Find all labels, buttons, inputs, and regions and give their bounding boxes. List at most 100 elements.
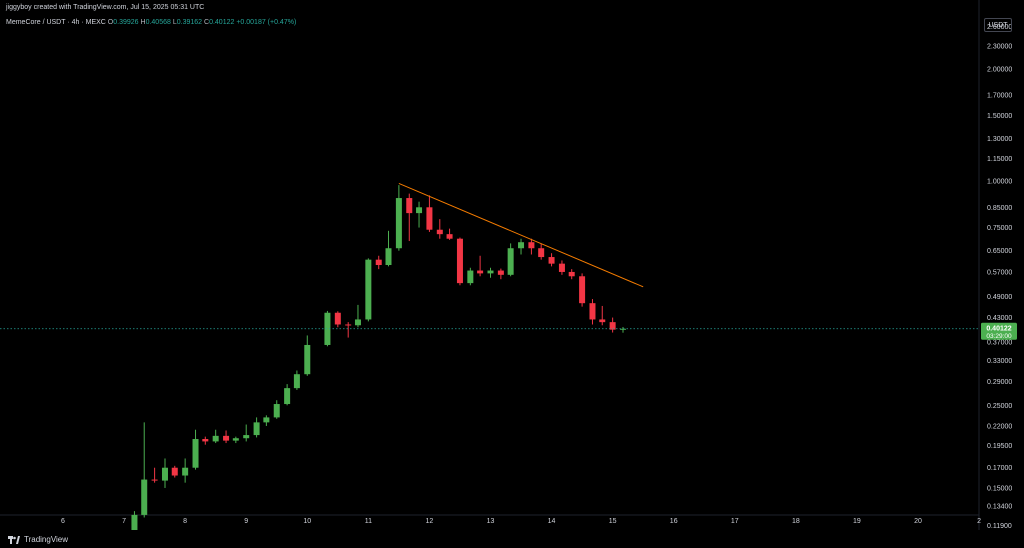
candle-body [507,248,514,275]
candle-down [599,305,606,326]
time-tick-label: 2 [977,518,981,525]
candle-down [406,193,413,242]
candle-body [354,319,361,326]
candle-body [151,479,158,481]
candle-body [416,207,423,214]
candle-body [375,259,382,266]
price-tick-label: 0.25000 [987,403,1012,410]
candle-up [284,384,291,406]
symbol-name[interactable]: MemeCore / USDT · 4h · MEXC [6,19,106,26]
candle-down [497,268,504,280]
time-tick-label: 9 [244,518,248,525]
footer: TradingView [0,530,1024,548]
candle-body [232,438,239,441]
candle-body [568,271,575,277]
candle-up [365,258,372,322]
candle-down [436,219,443,239]
price-tick-label: 1.15000 [987,156,1012,163]
candle-up [354,304,361,328]
time-tick-label: 15 [609,518,617,525]
time-tick-label: 12 [426,518,434,525]
price-tag-countdown: 03:29:00 [986,333,1012,340]
candle-body [599,319,606,323]
high-value: 0.40568 [145,19,171,26]
candle-body [477,270,484,274]
price-tick-label: 0.43000 [987,315,1012,322]
candle-up [324,310,331,347]
price-tick-label: 0.65000 [987,248,1012,255]
candle-body [223,435,230,441]
tradingview-logo-icon [8,535,20,544]
candle-body [579,276,586,304]
candle-up [416,201,423,228]
candle-body [273,404,280,418]
candle-down [477,255,484,277]
currency-button[interactable]: USDT [984,18,1012,32]
candle-down [426,195,433,232]
candle-body [548,257,555,264]
candle-up [243,424,250,442]
price-axis[interactable]: 2.60000 2.30000 2.00000 1.70000 1.50000 1.300… [987,24,1012,530]
candle-body [467,270,474,284]
tradingview-logo[interactable]: TradingView [8,535,68,544]
candle-body [192,439,199,468]
candle-body [293,374,300,389]
candle-down [202,436,209,445]
candle-down [538,243,545,260]
candle-body [365,259,372,320]
candle-body [528,242,535,249]
candle-up [507,243,514,277]
candle-down [171,465,178,478]
price-tick-label: 0.19500 [987,443,1012,450]
price-tick-label: 0.37000 [987,339,1012,346]
symbol-legend: MemeCore / USDT · 4h · MEXC O0.39926 H0.… [6,19,296,26]
candle-body [487,270,494,274]
change-value: +0.00187 (+0.47%) [236,19,297,26]
time-tick-label: 7 [122,518,126,525]
candle-body [304,344,311,375]
candle-body [395,198,402,249]
candle-up [620,326,627,333]
candle-body [141,479,148,515]
time-tick-label: 14 [548,518,556,525]
open-label: O [107,19,114,26]
candle-down [558,260,565,275]
candle-up [467,267,474,286]
candle-down [568,269,575,280]
high-label: H [140,19,146,26]
price-tick-label: 1.70000 [987,93,1012,100]
time-axis[interactable]: 6 7 8 9 10 11 12 13 14 15 16 17 18 19 20 2 [61,518,981,525]
candle-down [579,273,586,307]
candle-body [497,270,504,275]
candle-body [538,248,545,258]
candle-down [151,467,158,483]
time-tick-label: 18 [792,518,800,525]
candle-down [446,228,453,240]
time-tick-label: 8 [183,518,187,525]
price-tag-box [981,322,1017,340]
candle-body [518,242,525,249]
candle-body [243,435,250,439]
candle-up [192,429,199,470]
price-tick-label: 0.85000 [987,205,1012,212]
candle-body [446,234,453,239]
price-tick-label: 2.60000 [987,24,1012,31]
candle-up [385,230,392,267]
price-tick-label: 0.17000 [987,465,1012,472]
candle-down [589,299,596,325]
candle-up [395,185,402,251]
close-label: C [204,19,210,26]
price-tick-label: 1.30000 [987,136,1012,143]
candle-down [609,317,616,333]
candle-up [212,429,219,444]
price-tick-label: 2.00000 [987,66,1012,73]
candle-up [487,267,494,278]
candle-body [426,207,433,230]
candle-up [304,335,311,376]
candle-body [253,422,260,436]
price-tick-label: 0.15000 [987,485,1012,492]
price-tick-label: 2.30000 [987,44,1012,51]
candle-down [528,238,535,255]
